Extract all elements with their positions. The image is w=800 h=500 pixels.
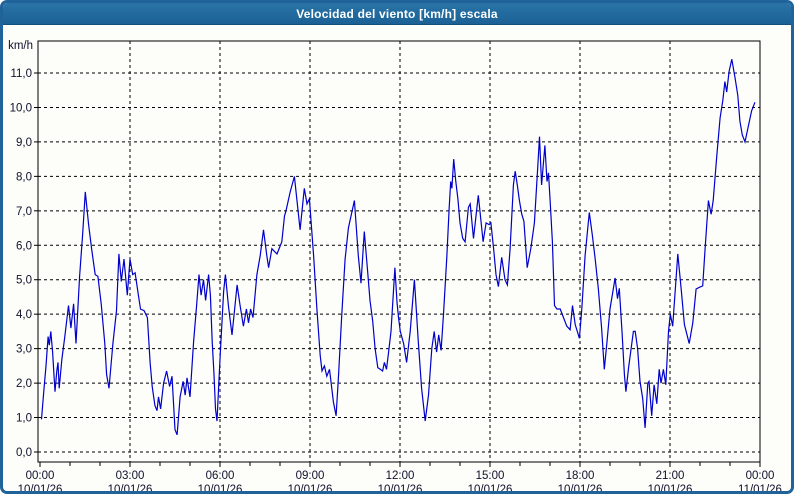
x-tick-time: 03:00	[116, 470, 145, 482]
x-tick-date: 10/01/26	[198, 484, 243, 494]
x-tick-time: 09:00	[296, 470, 325, 482]
y-tick-label: 7,0	[16, 206, 32, 218]
x-tick-time: 00:00	[26, 470, 55, 482]
wind-speed-chart: 0,0 1,0 2,0 3,0 4,0 5,0 6,0 7,0 8,0 9,0 10,0 11,0 km…	[8, 40, 782, 494]
y-tick-label: 5,0	[16, 275, 32, 287]
y-axis-unit-label: km/h	[8, 40, 33, 52]
x-tick-date: 10/01/26	[378, 484, 423, 494]
x-tick-time: 18:00	[566, 470, 595, 482]
y-tick-label: 3,0	[16, 344, 32, 356]
x-tick-date: 10/01/26	[108, 484, 153, 494]
chart-title: Velocidad del viento [km/h] escala	[296, 6, 498, 21]
y-tick-label: 2,0	[16, 378, 32, 390]
wind-speed-line	[40, 59, 756, 436]
x-tick-time: 15:00	[476, 470, 505, 482]
x-tick-time: 00:00	[746, 470, 775, 482]
y-tick-label: 1,0	[16, 413, 32, 425]
x-tick-time: 06:00	[206, 470, 235, 482]
x-tick-time: 12:00	[386, 470, 415, 482]
plot-border	[37, 40, 761, 463]
x-tick-date: 10/01/26	[468, 484, 513, 494]
y-tick-label: 8,0	[16, 171, 32, 183]
x-tick-date: 11/01/26	[738, 484, 782, 494]
chart-area: 0,0 1,0 2,0 3,0 4,0 5,0 6,0 7,0 8,0 9,0 10,0 11,0 km…	[3, 3, 791, 494]
y-tick-label: 4,0	[16, 309, 32, 321]
y-tick-label: 9,0	[16, 137, 32, 149]
title-bar: Velocidad del viento [km/h] escala	[3, 3, 791, 25]
x-tick-date: 10/01/26	[288, 484, 333, 494]
y-tick-label: 0,0	[16, 447, 32, 459]
x-tick-date: 10/01/26	[558, 484, 603, 494]
x-tick-date: 10/01/26	[18, 484, 63, 494]
y-tick-label: 10,0	[10, 102, 32, 114]
x-tick-date: 10/01/26	[648, 484, 693, 494]
x-tick-time: 21:00	[656, 470, 685, 482]
y-tick-label: 6,0	[16, 240, 32, 252]
y-tick-label: 11,0	[10, 68, 32, 80]
